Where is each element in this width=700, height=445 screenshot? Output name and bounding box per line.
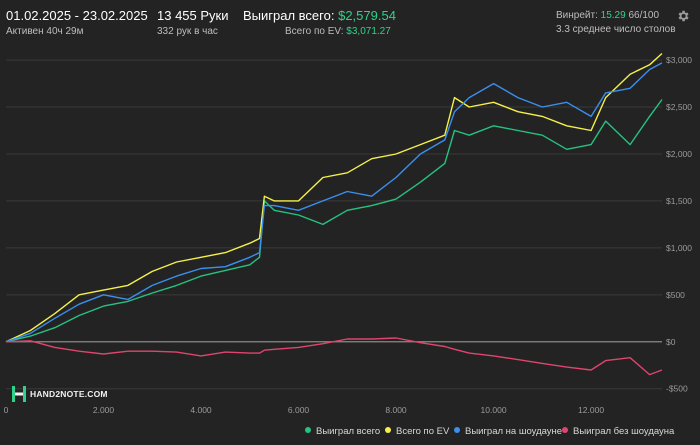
series-line [5, 337, 663, 376]
x-tick-label: 4.000 [190, 405, 212, 415]
x-axis-ticks: 0 2.000 4.000 6.000 8.000 10.000 12.000 [4, 405, 605, 415]
gear-icon[interactable] [676, 9, 690, 26]
y-tick-label: -$500 [666, 384, 688, 394]
series-line [5, 52, 663, 343]
y-axis-ticks: -$500 $0 $500 $1,000 $1,500 $2,000 $2,500 $3,00… [666, 55, 692, 394]
legend-item-non-showdown[interactable]: Выиграл без шоудауна [562, 426, 674, 437]
legend-label: Выиграл без шоудауна [573, 426, 675, 437]
ev-total-value: $3,071.27 [346, 26, 391, 37]
y-tick-label: $3,000 [666, 55, 692, 65]
h2n-logo-icon [12, 386, 26, 402]
x-tick-label: 12.000 [578, 405, 604, 415]
legend-label: Всего по EV [396, 426, 450, 437]
legend-marker [562, 427, 568, 433]
legend-marker [454, 427, 460, 433]
logo-text: HAND2NOTE.COM [30, 389, 108, 399]
chart-legend: Выиграл всего Всего по EV Выиграл на шоу… [0, 426, 700, 440]
x-tick-label: 6.000 [288, 405, 310, 415]
y-tick-label: $1,500 [666, 196, 692, 206]
x-tick-label: 10.000 [481, 405, 507, 415]
total-won-label: Выиграл всего: [243, 8, 335, 23]
series-line [5, 99, 663, 343]
hands-per-hour: 332 рук в час [157, 26, 218, 37]
y-tick-label: $1,000 [666, 243, 692, 253]
legend-item-ev[interactable]: Всего по EV [385, 426, 449, 437]
ev-total-label: Всего по EV: [285, 26, 344, 37]
x-tick-label: 8.000 [385, 405, 407, 415]
y-tick-label: $500 [666, 290, 685, 300]
legend-item-won[interactable]: Выиграл всего [305, 426, 380, 437]
y-tick-label: $0 [666, 337, 676, 347]
legend-item-showdown[interactable]: Выиграл на шоудауне [454, 426, 562, 437]
date-range: 01.02.2025 - 23.02.2025 [6, 8, 148, 23]
x-tick-label: 2.000 [93, 405, 115, 415]
grid [6, 59, 662, 390]
total-won-value: $2,579.54 [338, 8, 396, 23]
legend-label: Выиграл на шоудауне [465, 426, 563, 437]
total-won: Выиграл всего: $2,579.54 [243, 8, 396, 23]
series-lines [5, 52, 663, 376]
winrate: Винрейт: 15.29 66/100 [556, 10, 659, 21]
winrate-value: 15.29 [600, 10, 626, 21]
series-line [5, 62, 663, 343]
legend-label: Выиграл всего [316, 426, 381, 437]
x-tick-label: 0 [4, 405, 9, 415]
y-tick-label: $2,500 [666, 102, 692, 112]
legend-marker [305, 427, 311, 433]
legend-marker [385, 427, 391, 433]
avg-tables: 3.3 среднее число столов [556, 24, 676, 35]
active-time: Активен 40ч 29м [6, 26, 84, 37]
ev-total: Всего по EV: $3,071.27 [285, 26, 391, 37]
y-tick-label: $2,000 [666, 149, 692, 159]
winrate-label: Винрейт: [556, 10, 598, 21]
hands-count: 13 455 Руки [157, 8, 229, 23]
winrate-hands: 66/100 [628, 10, 660, 21]
